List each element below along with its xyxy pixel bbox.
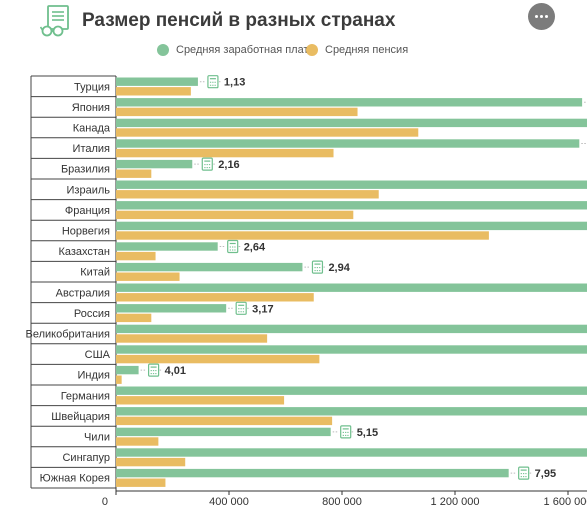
- category-label: Япония: [72, 102, 110, 114]
- x-tick-label: 0: [102, 496, 108, 508]
- bar-pension: [116, 313, 152, 323]
- category-label: Китай: [80, 267, 110, 279]
- ratio-label: 3,17: [252, 303, 273, 315]
- bar-salary: [116, 180, 587, 189]
- bar-pension: [116, 354, 320, 364]
- category-label: Израиль: [67, 184, 111, 196]
- legend-item-salary[interactable]: Средняя заработная плата: [157, 44, 315, 56]
- category-label: Франция: [65, 205, 110, 217]
- bar-pension: [116, 416, 333, 426]
- menu-dot: [545, 15, 548, 18]
- bar-pension: [116, 231, 489, 240]
- category-label: Бразилия: [61, 164, 110, 176]
- bar-salary: [116, 283, 587, 292]
- ratio-label: 2,16: [218, 159, 239, 171]
- x-tick-label: 400 000: [209, 496, 249, 508]
- bar-pension: [116, 87, 191, 96]
- bar-salary: [116, 242, 218, 251]
- calculator-icon: [207, 75, 219, 89]
- category-label: Казахстан: [58, 246, 110, 258]
- bar-pension: [116, 437, 159, 446]
- bar-pension: [116, 396, 285, 405]
- bar-pension: [116, 148, 334, 158]
- bar-pension: [116, 251, 156, 261]
- x-tick-label: 800 000: [322, 496, 362, 508]
- bar-pension: [116, 375, 122, 384]
- ratio-label: 2,94: [328, 262, 350, 274]
- calculator-icon: [235, 301, 247, 315]
- category-label: Норвегия: [62, 226, 110, 238]
- bar-salary: [116, 77, 198, 86]
- bar-pension: [116, 210, 354, 220]
- bar-salary: [116, 365, 139, 375]
- category-label: Индия: [77, 370, 110, 382]
- ratio-label: 4,01: [165, 365, 186, 377]
- category-label: США: [85, 349, 111, 361]
- category-label: Россия: [74, 308, 110, 320]
- bar-salary: [116, 98, 583, 107]
- category-label: Чили: [84, 432, 110, 444]
- ratio-label: 7,95: [535, 468, 556, 480]
- bar-salary: [116, 407, 587, 416]
- category-label: Италия: [73, 143, 111, 155]
- legend-item-pension[interactable]: Средняя пенсия: [306, 44, 408, 56]
- category-label: Швейцария: [51, 411, 110, 423]
- ratio-label: 1,13: [224, 77, 245, 89]
- bar-salary: [116, 304, 227, 313]
- category-label: Великобритания: [26, 329, 111, 341]
- bar-pension: [116, 107, 358, 117]
- bar-pension: [116, 128, 419, 137]
- category-label: Австралия: [56, 287, 110, 299]
- bar-pension: [116, 334, 268, 343]
- bar-salary: [116, 221, 587, 231]
- calculator-icon: [201, 157, 213, 171]
- bar-salary: [116, 159, 193, 169]
- menu-dot: [535, 15, 538, 18]
- bar-salary: [116, 262, 303, 272]
- bar-pension: [116, 190, 379, 199]
- ratio-label: 2,64: [244, 242, 266, 254]
- category-label: Южная Корея: [40, 473, 110, 485]
- bar-pension: [116, 478, 166, 487]
- chart-header: Размер пенсий в разных странах: [0, 0, 587, 40]
- x-tick-label: 1 600 000: [544, 496, 587, 508]
- legend-swatch-salary: [157, 44, 169, 56]
- bar-pension: [116, 457, 186, 467]
- chart-title: Размер пенсий в разных странах: [82, 10, 396, 31]
- bar-salary: [116, 427, 331, 437]
- more-options-button[interactable]: [528, 3, 555, 30]
- calculator-icon: [311, 260, 324, 274]
- document-glasses-icon: [40, 5, 69, 37]
- calculator-icon: [148, 363, 160, 377]
- legend-label-salary: Средняя заработная плата: [176, 44, 315, 56]
- legend-swatch-pension: [306, 44, 318, 56]
- chart-legend: Средняя заработная плата Средняя пенсия: [0, 44, 587, 60]
- bar-salary: [116, 118, 587, 128]
- x-tick-label: 1 200 000: [431, 496, 480, 508]
- calculator-icon: [227, 239, 239, 254]
- bar-salary: [116, 139, 580, 148]
- ratio-label: 5,15: [357, 427, 378, 439]
- legend-label-pension: Средняя пенсия: [325, 44, 409, 56]
- category-label: Германия: [61, 390, 110, 402]
- bar-salary: [116, 448, 587, 457]
- bar-pension: [116, 272, 180, 281]
- category-label: Канада: [73, 123, 111, 135]
- category-label: Сингапур: [62, 452, 110, 464]
- bar-pension: [116, 293, 314, 302]
- bar-pension: [116, 169, 152, 178]
- bar-salary: [116, 345, 587, 354]
- calculator-icon: [340, 425, 352, 439]
- menu-dot: [540, 15, 543, 18]
- bar-salary: [116, 468, 509, 478]
- bar-salary: [116, 386, 587, 395]
- category-label: Турция: [74, 81, 110, 93]
- calculator-icon: [518, 466, 530, 480]
- bar-salary: [116, 201, 587, 210]
- bar-salary: [116, 324, 587, 334]
